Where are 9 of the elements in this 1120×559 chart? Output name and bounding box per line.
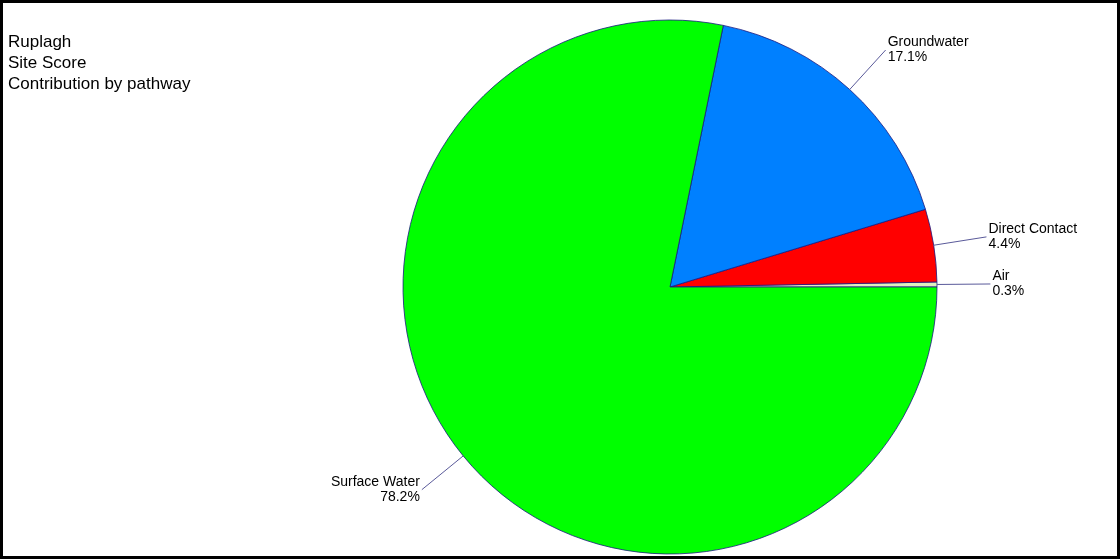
slice-label: Surface Water bbox=[330, 472, 421, 489]
data-label: 4.4% bbox=[988, 234, 1021, 251]
text: Ruplagh Site Score Contribution by pathway bbox=[8, 32, 191, 93]
data-label: 78.2% bbox=[380, 487, 420, 504]
data-label: 17.1% bbox=[887, 48, 928, 65]
slice-label: Air bbox=[992, 266, 1010, 283]
slice-label: Direct Contact bbox=[988, 219, 1078, 236]
slice-label: Groundwater bbox=[887, 33, 969, 50]
data-label: 0.3% bbox=[992, 281, 1025, 298]
